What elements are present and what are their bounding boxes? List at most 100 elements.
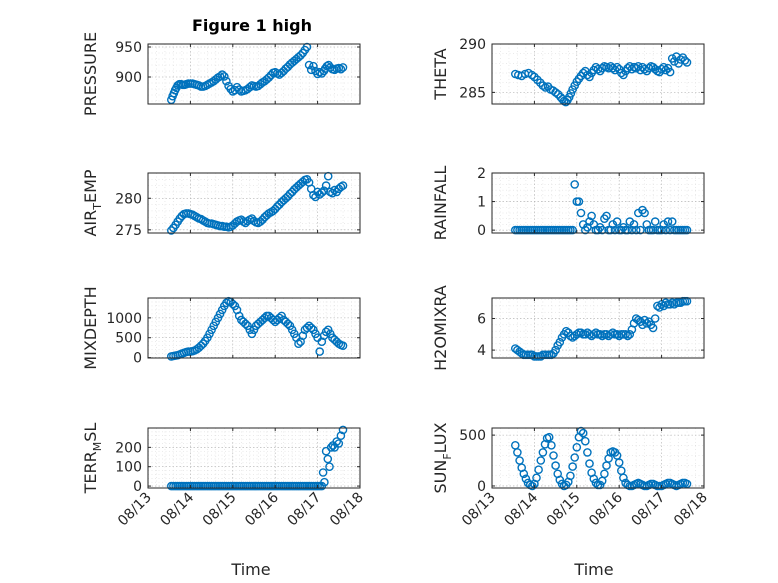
data-point xyxy=(621,329,630,339)
subplot-pressure: 900 950 PRESSURE xyxy=(81,32,361,116)
data-point xyxy=(338,63,348,72)
axes-frame-h2omixra xyxy=(491,297,705,359)
data-point xyxy=(578,68,588,78)
y-axis-label-part: LUX xyxy=(431,422,450,453)
axes-frame-theta xyxy=(491,43,705,105)
data-point xyxy=(241,319,250,329)
data-point xyxy=(610,225,620,235)
data-point xyxy=(566,89,576,98)
x-tick-label: 08/16 xyxy=(586,489,626,529)
data-point xyxy=(636,225,645,235)
y-tick-label: 1 xyxy=(477,195,486,211)
x-tick-label: 08/18 xyxy=(671,490,711,530)
data-point xyxy=(606,225,616,235)
y-axis-label-h2omixra: H2OMIXRA xyxy=(431,285,450,371)
data-point xyxy=(606,329,616,339)
data-point xyxy=(336,64,346,74)
data-point xyxy=(532,473,541,483)
data-point xyxy=(234,85,244,94)
y-axis-label-part: MIXDEPTH xyxy=(81,286,100,369)
data-point xyxy=(627,225,637,235)
data-point xyxy=(657,225,666,235)
data-point xyxy=(631,225,641,235)
data-point xyxy=(650,217,660,226)
x-tick-label: 08/17 xyxy=(629,490,669,530)
data-point xyxy=(336,431,346,441)
data-point xyxy=(608,220,618,229)
data-point xyxy=(315,347,325,356)
data-point xyxy=(245,82,255,92)
data-point xyxy=(275,313,284,323)
series-h2omixra xyxy=(510,296,692,361)
y-axis-label-mixdepth: MIXDEPTH xyxy=(81,286,100,369)
data-point xyxy=(650,314,660,323)
x-tick-label: 08/13 xyxy=(115,490,155,530)
x-tick-label: 08/17 xyxy=(285,490,325,530)
data-point xyxy=(275,200,284,209)
y-tick-label: 0 xyxy=(133,351,142,367)
data-point xyxy=(332,437,342,446)
axes-frame-mixdepth xyxy=(147,297,361,359)
data-point xyxy=(612,217,622,226)
y-tick-label: 0 xyxy=(477,479,486,495)
data-point xyxy=(612,329,622,339)
data-point xyxy=(285,189,295,199)
data-point xyxy=(597,331,607,341)
data-point xyxy=(661,65,671,75)
data-point xyxy=(587,211,596,221)
figure-title: Figure 1 high xyxy=(192,16,312,35)
data-point xyxy=(521,474,531,484)
y-tick-label: 4 xyxy=(477,343,486,359)
data-point xyxy=(578,428,588,438)
data-point xyxy=(196,341,206,351)
data-point xyxy=(166,226,176,235)
data-point xyxy=(566,471,575,481)
y-tick-label: 0 xyxy=(133,479,142,495)
data-point xyxy=(334,439,344,448)
data-point xyxy=(326,443,336,452)
data-point xyxy=(629,220,639,229)
y-axis-label-part: EMP xyxy=(81,169,100,203)
y-tick-label: 6 xyxy=(477,312,486,328)
data-point xyxy=(319,186,329,195)
y-axis-label-part: M xyxy=(91,442,104,452)
y-tick-label: 500 xyxy=(115,331,142,347)
y-axis-label-part: TERR xyxy=(81,451,100,494)
x-tick-label: 08/15 xyxy=(200,490,240,530)
data-point xyxy=(549,451,558,460)
grid-rainfall xyxy=(491,172,705,233)
data-point xyxy=(283,192,293,201)
y-axis-label-part: H2OMIXRA xyxy=(431,285,450,371)
axes-frame-sun_flux xyxy=(491,427,705,489)
data-point xyxy=(272,202,282,211)
y-tick-label: 500 xyxy=(459,428,486,444)
data-point xyxy=(644,63,654,73)
data-point xyxy=(338,181,348,190)
data-point xyxy=(623,331,633,341)
data-point xyxy=(648,323,658,333)
data-point xyxy=(325,462,334,472)
series-pressure xyxy=(166,42,348,105)
data-point xyxy=(631,63,641,73)
subplot-h2omixra: 4 6 H2OMIXRA xyxy=(431,285,705,371)
data-point xyxy=(317,188,327,197)
data-point xyxy=(570,453,580,462)
data-point xyxy=(283,319,293,329)
x-tick-label: 08/13 xyxy=(459,490,499,530)
axes-frame-air_temp xyxy=(147,172,361,234)
subplot-sun_flux: 08/13 08/14 08/15 08/16 08/17 08/18 0 500 SUNFLU… xyxy=(431,422,711,529)
data-point xyxy=(547,440,556,450)
data-point xyxy=(648,225,658,235)
data-point xyxy=(222,76,231,86)
axes-frame-pressure xyxy=(147,43,361,105)
y-axis-label-part: T xyxy=(91,203,104,211)
data-point xyxy=(294,339,303,349)
y-axis-label-sun_flux: SUNFLUX xyxy=(431,422,454,493)
data-point xyxy=(625,329,635,339)
data-point xyxy=(680,56,690,65)
data-point xyxy=(538,81,548,90)
data-point xyxy=(653,301,662,311)
data-point xyxy=(583,448,592,457)
series-terr_msl xyxy=(166,425,348,491)
series-theta xyxy=(510,52,692,107)
